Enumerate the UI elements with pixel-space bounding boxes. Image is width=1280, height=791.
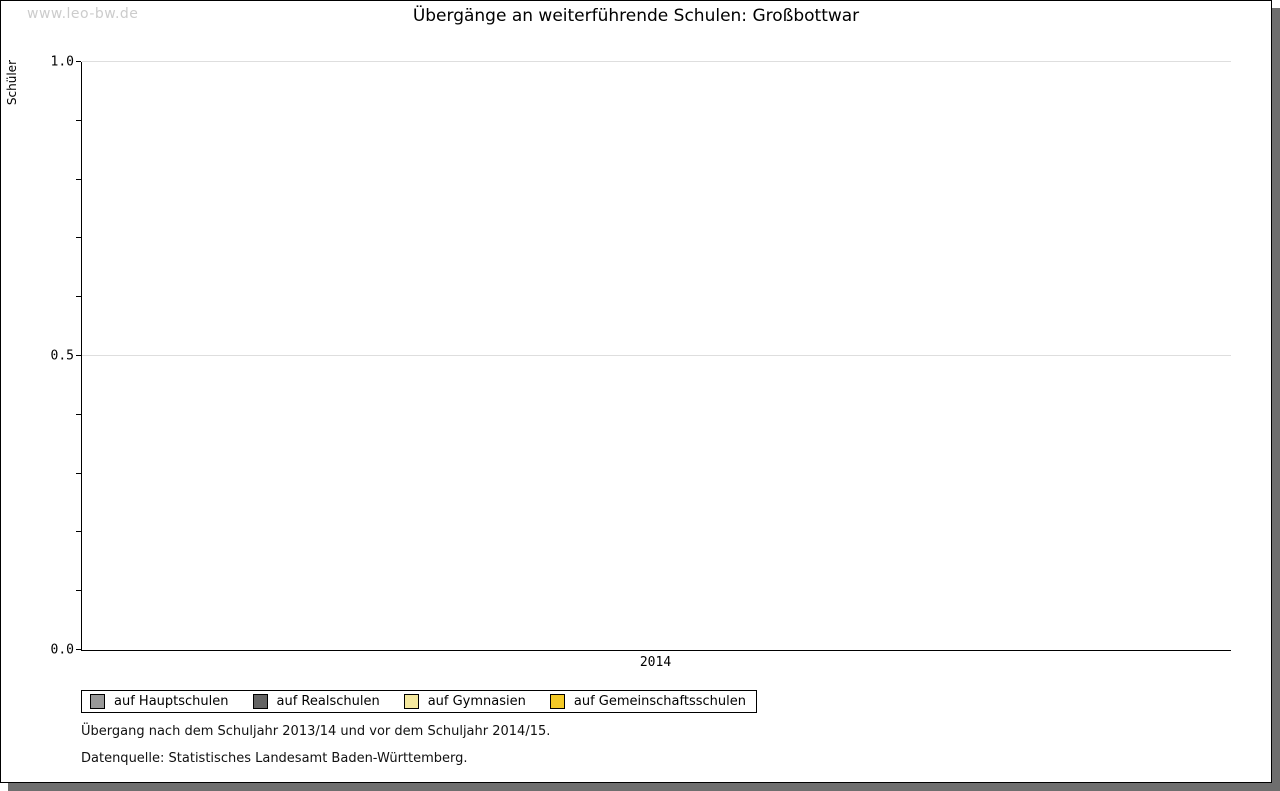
x-tick-label: 2014: [639, 655, 672, 670]
y-axis-tick: [76, 237, 81, 239]
legend-item-label: auf Gymnasien: [427, 694, 526, 709]
frame-shadow-right: [1272, 8, 1280, 791]
legend-item: auf Realschulen: [252, 694, 380, 709]
y-axis-tick: [76, 590, 81, 592]
legend-swatch: [549, 694, 565, 709]
legend-item: auf Hauptschulen: [90, 694, 229, 709]
footnote-period: Übergang nach dem Schuljahr 2013/14 und …: [81, 724, 551, 739]
chart-title: Übergänge an weiterführende Schulen: Gro…: [412, 6, 860, 26]
legend: auf Hauptschulen auf Realschulen auf Gymna…: [81, 690, 757, 713]
frame-shadow-bottom: [8, 783, 1280, 791]
gridline: [82, 355, 1231, 356]
footnote-source: Datenquelle: Statistisches Landesamt Bad…: [81, 751, 468, 766]
gridline: [82, 61, 1231, 62]
y-axis-tick: [76, 472, 81, 474]
y-axis-tick: [76, 531, 81, 533]
legend-item-label: auf Hauptschulen: [114, 694, 229, 709]
y-tick-label: 1.0: [50, 54, 74, 70]
y-axis-tick: [76, 178, 81, 180]
y-tick-label: 0.0: [50, 642, 74, 658]
watermark: www.leo-bw.de: [27, 6, 139, 22]
y-axis-tick: [76, 119, 81, 121]
y-axis-tick: [76, 296, 81, 298]
y-axis-tick: [76, 61, 81, 62]
legend-item-label: auf Gemeinschaftsschulen: [573, 694, 746, 709]
y-tick-label: 0.5: [50, 348, 74, 364]
legend-item: auf Gymnasien: [403, 694, 526, 709]
y-axis-title: Schüler: [5, 60, 19, 106]
y-axis-tick: [76, 649, 81, 650]
plot-area: 0.0 0.5 1.0: [51, 55, 1231, 658]
legend-swatch: [252, 694, 268, 709]
legend-swatch: [403, 694, 419, 709]
y-axis-tick: [76, 413, 81, 415]
legend-item: auf Gemeinschaftsschulen: [549, 694, 746, 709]
y-axis-tick: [76, 355, 81, 356]
legend-swatch: [90, 694, 105, 709]
legend-item-label: auf Realschulen: [276, 694, 380, 709]
